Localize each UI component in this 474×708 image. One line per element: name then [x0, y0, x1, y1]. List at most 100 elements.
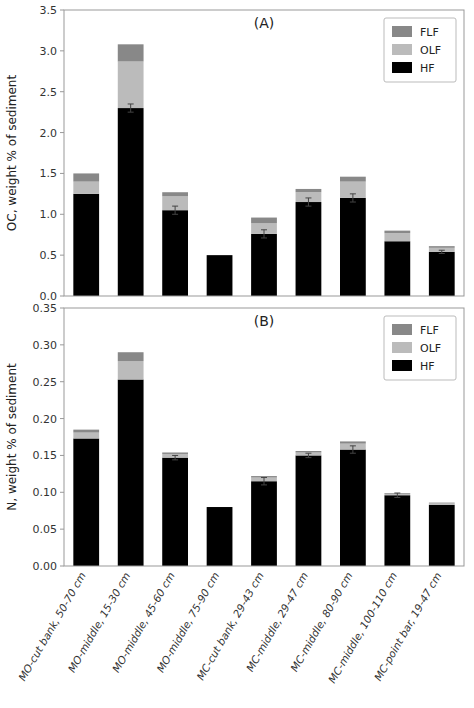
error-bar [439, 250, 445, 253]
legend-box [384, 316, 456, 380]
bar-segment [340, 441, 366, 443]
bar-segment [384, 233, 410, 241]
tick-mark [60, 91, 64, 92]
tick-label: 1.0 [40, 208, 58, 221]
bar-segment [296, 189, 322, 192]
legend-label: FLF [420, 324, 439, 337]
panel: 0.00.51.01.52.02.53.03.5OC, weight % of … [5, 4, 464, 303]
tick-label: 2.5 [40, 86, 58, 99]
bar-segment [429, 503, 455, 504]
tick-mark [60, 529, 64, 530]
tick-mark [60, 255, 64, 256]
tick-mark [60, 381, 64, 382]
tick-label: 0.05 [33, 523, 58, 536]
tick-mark [60, 214, 64, 215]
legend-swatch [392, 360, 412, 371]
axis-label: N, weight % of sediment [5, 363, 19, 511]
tick-label: 1.5 [40, 167, 58, 180]
legend-swatch [392, 26, 412, 37]
error-bar [172, 455, 178, 459]
bar-segment [340, 198, 366, 296]
bar-segment [118, 108, 144, 296]
bar-segment [296, 455, 322, 566]
legend-label: OLF [420, 342, 441, 355]
tick-label: 0.25 [33, 376, 58, 389]
bar-segment [207, 255, 233, 256]
bar-segment [207, 507, 233, 508]
bar-segment [73, 433, 99, 439]
bar-segment [207, 507, 233, 508]
bar-segment [118, 380, 144, 566]
title: (A) [254, 15, 275, 31]
bar-segment [429, 505, 455, 566]
tick-mark [60, 173, 64, 174]
error-bar [261, 230, 267, 238]
bar-segment [384, 231, 410, 233]
bar-segment [384, 495, 410, 566]
bar-segment [340, 177, 366, 182]
bar-segment [340, 450, 366, 566]
error-bar [305, 453, 311, 457]
tick-label: 0.5 [40, 249, 58, 262]
axis-label: OC, weight % of sediment [5, 75, 19, 232]
tick-label: 0.35 [33, 302, 58, 315]
bar-segment [73, 430, 99, 433]
error-bar [350, 194, 356, 202]
legend-box [384, 18, 456, 82]
tick-mark [60, 418, 64, 419]
tick-mark [60, 344, 64, 345]
error-bar [261, 478, 267, 485]
category-label: MC-point bar, 19-47 cm [371, 570, 443, 683]
error-bar [172, 206, 178, 214]
tick-mark [60, 50, 64, 51]
legend-label: OLF [420, 44, 441, 57]
bar-segment [429, 246, 455, 248]
bar-segment [207, 255, 233, 296]
bar-segment [73, 173, 99, 181]
tick-mark [60, 296, 64, 297]
bar-segment [73, 182, 99, 194]
tick-mark [60, 492, 64, 493]
bar-segment [251, 476, 277, 477]
plot-frame [64, 10, 464, 296]
bar-segment [384, 241, 410, 296]
tick-mark [60, 566, 64, 567]
tick-label: 0.10 [33, 486, 58, 499]
bar-segment [429, 502, 455, 504]
tick-label: 2.0 [40, 127, 58, 140]
tick-label: 3.5 [40, 4, 58, 17]
bar-segment [118, 352, 144, 361]
tick-mark [60, 308, 64, 309]
bar-segment [251, 218, 277, 224]
error-bar [350, 446, 356, 453]
panel: 0.000.050.100.150.200.250.300.35MO-cut b… [5, 302, 464, 685]
legend-label: HF [420, 62, 435, 75]
title: (B) [254, 313, 275, 329]
legend-swatch [392, 44, 412, 55]
legend-label: FLF [420, 26, 439, 39]
chart: 0.00.51.01.52.02.53.03.5OC, weight % of … [0, 0, 474, 708]
legend-swatch [392, 324, 412, 335]
bar-segment [118, 361, 144, 379]
bar-segment [207, 507, 233, 566]
legend-swatch [392, 62, 412, 73]
background [0, 0, 474, 708]
legend-label: HF [420, 360, 435, 373]
tick-label: 0.15 [33, 449, 58, 462]
legend-swatch [392, 342, 412, 353]
tick-label: 3.0 [40, 45, 58, 58]
error-bar [305, 198, 311, 206]
bar-segment [73, 194, 99, 296]
bar-segment [162, 452, 188, 453]
bar-segment [162, 458, 188, 566]
legend: FLF OLF HF [384, 18, 456, 82]
bar-segment [251, 481, 277, 566]
tick-mark [60, 10, 64, 11]
tick-label: 0.00 [33, 560, 58, 573]
tick-mark [60, 132, 64, 133]
bar-segment [162, 210, 188, 296]
bars [73, 352, 454, 566]
bar-segment [429, 252, 455, 296]
plot-frame [64, 308, 464, 566]
bar-segment [207, 255, 233, 256]
